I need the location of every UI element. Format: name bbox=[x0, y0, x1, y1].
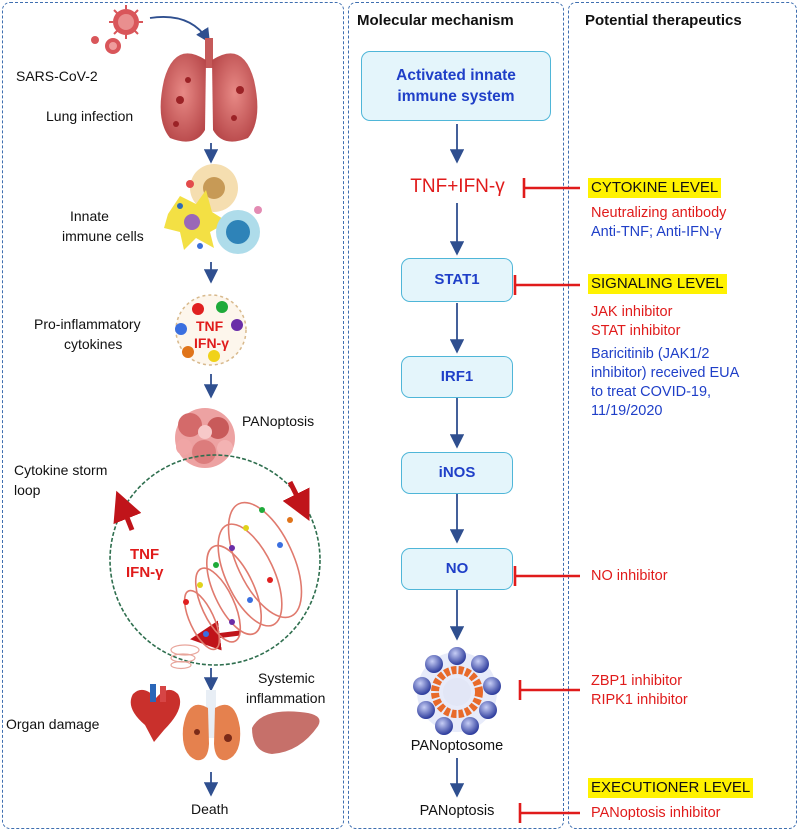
activated-immune-box: Activated innate immune system bbox=[361, 51, 551, 121]
inhibition-lines bbox=[513, 178, 580, 823]
stat-inhibitor-text: STAT inhibitor bbox=[591, 323, 681, 339]
jak-inhibitor-text: JAK inhibitor bbox=[591, 304, 673, 320]
activated-immune-line-2: immune system bbox=[397, 88, 515, 105]
baricitinib-text-2: inhibitor) received EUA bbox=[591, 365, 740, 381]
inos-label: iNOS bbox=[438, 464, 476, 481]
cytokines-label-2: cytokines bbox=[64, 336, 123, 352]
cytokine-level-badge: CYTOKINE LEVEL bbox=[588, 178, 722, 198]
heart-icon bbox=[130, 684, 181, 742]
zbp1-inhibitor-text: ZBP1 inhibitor bbox=[591, 673, 683, 689]
no-inhibitor-text: NO inhibitor bbox=[591, 568, 668, 584]
neutralizing-antibody-text: Neutralizing antibody bbox=[591, 205, 727, 221]
inos-box: iNOS bbox=[401, 452, 513, 494]
cytokines-icon bbox=[175, 294, 247, 366]
cytokine-release-icon bbox=[183, 501, 303, 651]
loop-arrow-right bbox=[282, 480, 310, 521]
panoptosome-icon bbox=[413, 647, 501, 735]
panoptosis-label: PANoptosis bbox=[242, 413, 315, 429]
middle-panel bbox=[348, 2, 564, 829]
storm-label-2: loop bbox=[14, 482, 41, 498]
liver-icon bbox=[252, 711, 320, 754]
executioner-level-badge: EXECUTIONER LEVEL bbox=[588, 778, 754, 798]
loop-tnf-label: TNF bbox=[130, 546, 160, 563]
stat1-box: STAT1 bbox=[401, 258, 513, 302]
systemic-label-1: Systemic bbox=[258, 670, 315, 686]
potential-therapeutics-header: Potential therapeutics bbox=[585, 12, 742, 29]
small-lungs-icon bbox=[182, 704, 241, 761]
lung-infection-label: Lung infection bbox=[46, 108, 134, 124]
virus-label: SARS-CoV-2 bbox=[16, 68, 98, 84]
panoptosis-cluster-icon bbox=[175, 408, 235, 468]
organ-damage-label: Organ damage bbox=[6, 716, 100, 732]
baricitinib-text-3: to treat COVID-19, bbox=[591, 384, 712, 400]
irf1-label: IRF1 bbox=[440, 368, 474, 385]
right-panel bbox=[568, 2, 797, 829]
stat1-label: STAT1 bbox=[434, 271, 480, 288]
cytokine-dots bbox=[183, 507, 293, 637]
loop-arrow-left bbox=[113, 490, 142, 531]
panoptosis-inhibitor-text: PANoptosis inhibitor bbox=[591, 805, 721, 821]
innate-cells-label-2: immune cells bbox=[62, 228, 144, 244]
cytokines-label-1: Pro-inflammatory bbox=[34, 316, 141, 332]
loop-ifn-label: IFN-γ bbox=[126, 564, 164, 581]
baricitinib-text-1: Baricitinib (JAK1/2 bbox=[591, 346, 710, 362]
cytokine-tnf-label: TNF bbox=[196, 318, 224, 334]
death-label: Death bbox=[191, 801, 229, 817]
irf1-box: IRF1 bbox=[401, 356, 513, 398]
baricitinib-text-4: 11/19/2020 bbox=[591, 403, 663, 419]
storm-loop-circle bbox=[109, 454, 321, 666]
tnf-ifn-label: TNF+IFN-γ bbox=[410, 176, 505, 197]
panoptosome-label: PANoptosome bbox=[410, 738, 504, 754]
no-box: NO bbox=[401, 548, 513, 590]
cytokine-ifn-label: IFN-γ bbox=[194, 335, 229, 351]
virus-icon bbox=[91, 5, 143, 54]
systemic-label-2: inflammation bbox=[246, 690, 326, 706]
panoptosis-end-label: PANoptosis bbox=[419, 803, 495, 819]
lung-icon bbox=[160, 38, 258, 142]
innate-cells-label-1: Innate bbox=[70, 208, 109, 224]
left-panel bbox=[2, 2, 344, 829]
activated-immune-line-1: Activated innate bbox=[396, 67, 516, 84]
storm-label-1: Cytokine storm bbox=[14, 462, 108, 478]
immune-cells-icon bbox=[164, 164, 262, 254]
molecular-mechanism-header: Molecular mechanism bbox=[357, 12, 514, 29]
ripk1-inhibitor-text: RIPK1 inhibitor bbox=[591, 692, 688, 708]
no-label: NO bbox=[445, 560, 469, 577]
signaling-level-badge: SIGNALING LEVEL bbox=[588, 274, 727, 294]
anti-tnf-text: Anti-TNF; Anti-IFN-γ bbox=[591, 224, 722, 240]
cytokine-trail bbox=[170, 644, 200, 670]
